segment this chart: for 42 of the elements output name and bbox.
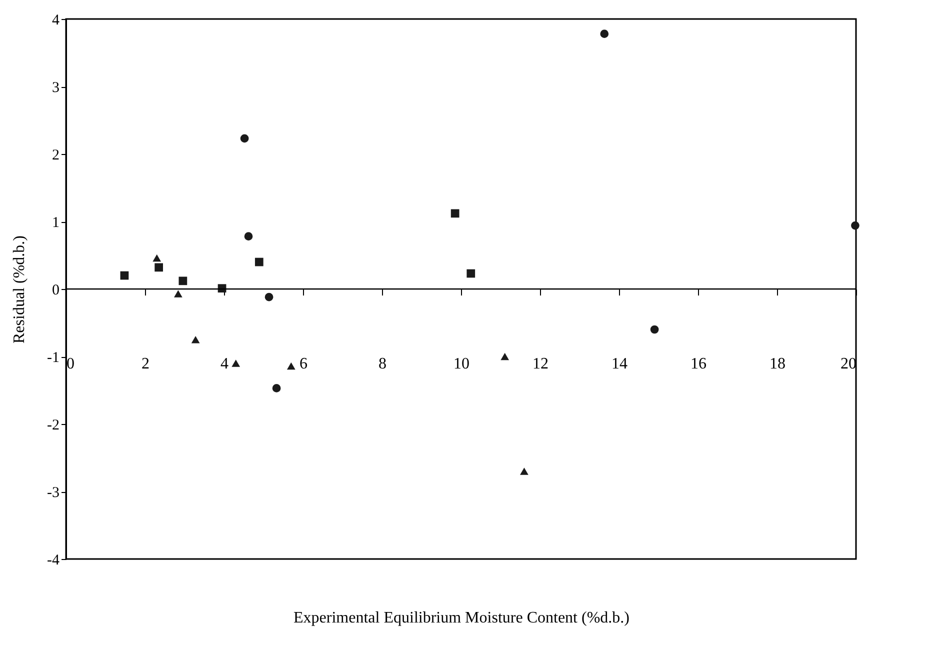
point [174, 290, 182, 298]
point [178, 276, 188, 286]
point [264, 292, 274, 302]
point [466, 269, 476, 278]
point [254, 258, 264, 266]
x-tick-label: 4 [220, 356, 228, 372]
point [286, 362, 296, 370]
y-tick-label: -3 [47, 485, 60, 501]
point [450, 209, 460, 218]
point [154, 263, 164, 272]
y-tick-label: 3 [52, 80, 60, 96]
point [272, 384, 281, 392]
point [232, 360, 240, 367]
point [520, 468, 528, 475]
point [152, 254, 162, 262]
x-tick-label: 16 [690, 356, 706, 372]
x-tick-label: 2 [142, 356, 150, 372]
point [120, 271, 129, 280]
x-tick-label: 0 [66, 356, 74, 372]
y-tick-label: 4 [52, 12, 60, 28]
x-tick-label: 12 [532, 356, 548, 372]
x-tick-label: 8 [378, 356, 386, 372]
y-tick-label: -2 [47, 418, 60, 434]
point [240, 134, 249, 143]
point [500, 352, 510, 360]
point [191, 336, 200, 344]
point [600, 30, 609, 38]
x-tick-label: 10 [454, 356, 470, 372]
y-tick-label: 1 [52, 215, 60, 231]
y-tick-label: -1 [47, 350, 60, 366]
y-tick-label: 2 [52, 148, 60, 164]
x-tick-label: 14 [612, 356, 628, 372]
x-axis-title: Experimental Equilibrium Moisture Content (%d.b.) [294, 610, 630, 626]
x-tick-label: 6 [300, 356, 308, 372]
point [650, 325, 659, 334]
point [244, 232, 253, 241]
x-tick-label: 20 [840, 356, 856, 372]
y-tick-label: 0 [52, 282, 60, 298]
point [851, 221, 860, 230]
x-tick-label: 18 [770, 356, 786, 372]
y-tick-label: -4 [47, 552, 60, 568]
y-axis-title: Residual (%d.b.) [11, 236, 28, 344]
